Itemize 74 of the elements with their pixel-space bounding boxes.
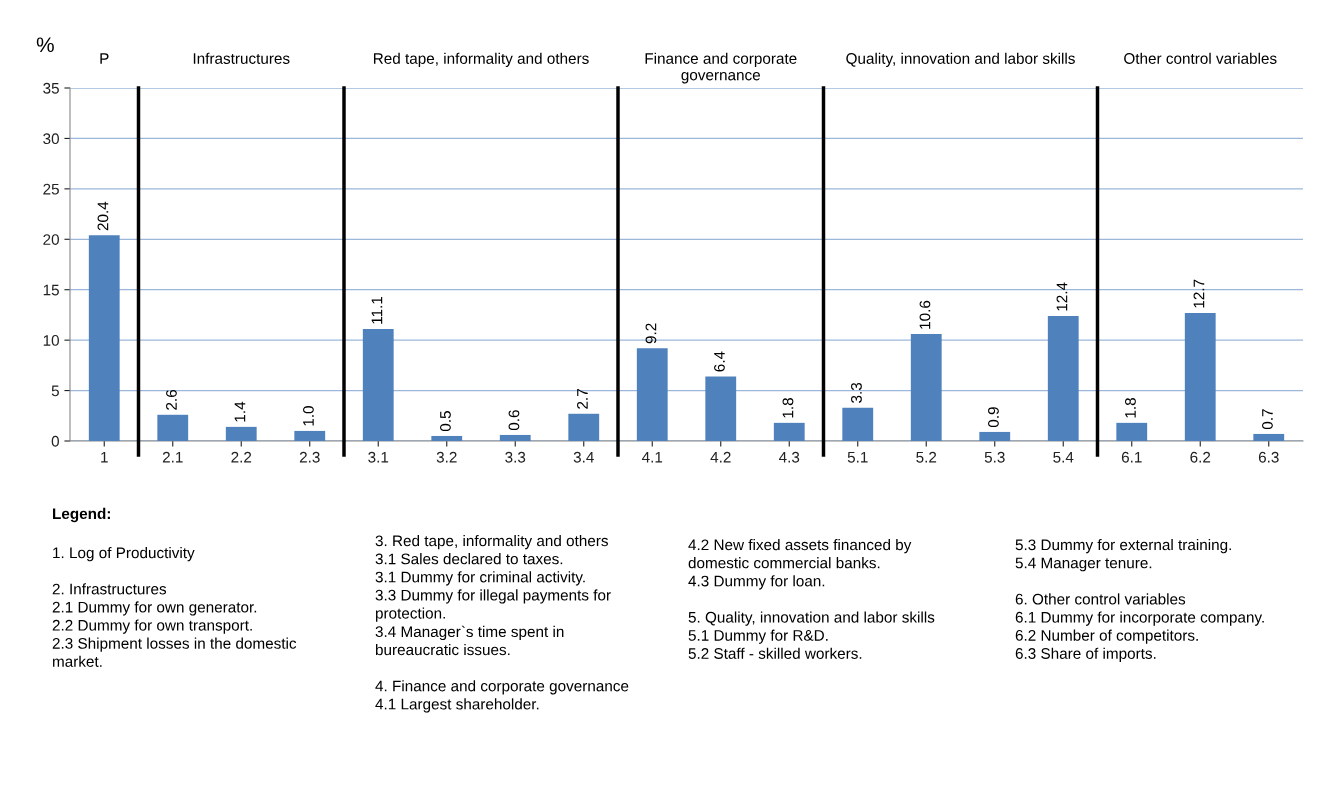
- x-tick-label: 4.1: [641, 451, 663, 463]
- bar: [979, 431, 1011, 441]
- data-label: 3.3: [851, 382, 862, 403]
- data-label: 12.7: [1193, 279, 1205, 308]
- x-tick-label: 4.2: [710, 451, 731, 463]
- bar: [568, 413, 600, 441]
- y-tick-label: 10: [43, 335, 59, 346]
- bar: [636, 348, 668, 441]
- bar: [431, 435, 463, 441]
- bar: [1047, 315, 1079, 441]
- text: 5.3 Dummy for external training. 5.4 Manager tenure. 6. Other control variables 6.1 Dummy for incorporate company. 6.2 Number of competitors. 6.3 Share of imports.: [1015, 539, 1264, 662]
- x-tick-label: 5.4: [1053, 451, 1074, 463]
- data-label: 9.2: [645, 323, 657, 344]
- bar: [1116, 422, 1148, 441]
- data-label: 1.8: [782, 398, 794, 418]
- data-label: 1.8: [1125, 398, 1136, 418]
- bar: [773, 422, 805, 441]
- x-tick-label: 5.1: [847, 451, 868, 463]
- y-tick-label: 15: [43, 284, 59, 296]
- bar: [362, 329, 394, 441]
- text: Finance and corporate governance: [645, 52, 797, 84]
- text: 3. Red tape, informality and others 3.1 Sales declared to taxes. 3.1 Dummy for criminal activity. 3.3 Dummy for illegal payments for protection. 3.4 Manager`s time spent in bureaucratic issues. 4. Finance and corporate governance 4.1 Largest shareholder.: [375, 535, 629, 713]
- x-tick-label: 6.1: [1121, 451, 1142, 463]
- text: Quality, innovation and labor skills: [846, 52, 1075, 67]
- data-label: 11.1: [371, 296, 383, 324]
- data-label: 2.7: [577, 389, 588, 409]
- data-label: 0.5: [440, 411, 451, 432]
- data-label: 2.6: [166, 389, 177, 410]
- x-tick-label: 3.3: [505, 451, 526, 463]
- y-tick-label: 30: [43, 133, 59, 145]
- bar: [705, 376, 737, 441]
- bar: [294, 430, 326, 441]
- x-tick-label: 3.4: [573, 451, 594, 463]
- bar: [1184, 312, 1216, 441]
- text: Other control variables: [1124, 52, 1277, 64]
- data-label: 0.9: [988, 407, 999, 428]
- x-tick-label: 3.2: [436, 451, 457, 463]
- data-label: 12.4: [1056, 282, 1068, 311]
- y-tick-label: 25: [43, 183, 59, 195]
- text: P: [100, 53, 109, 64]
- x-tick-label: 5.3: [984, 451, 1005, 463]
- data-label: 0.6: [508, 410, 520, 431]
- y-tick-label: 20: [43, 234, 59, 245]
- text: Infrastructures: [193, 52, 290, 64]
- x-tick-label: 6.2: [1190, 451, 1211, 463]
- x-tick-label: 5.2: [916, 451, 937, 463]
- x-tick-label: 2.3: [299, 451, 320, 463]
- text: 4.2 New fixed assets financed by domestic commercial banks. 4.3 Dummy for loan. 5. Quality, innovation and labor skills 5.1 Dummy for R&D. 5.2 Staff - skilled workers.: [688, 539, 935, 659]
- x-tick-label: 1: [101, 451, 108, 463]
- y-tick-label: 0: [51, 435, 59, 447]
- x-tick-label: 2.2: [231, 451, 252, 463]
- x-tick-label: 3.1: [368, 451, 389, 463]
- bar: [499, 434, 531, 441]
- bar: [157, 414, 189, 441]
- data-label: 6.4: [714, 351, 725, 372]
- bar: [910, 334, 942, 441]
- bar: [225, 426, 257, 441]
- text: Legend:: [53, 507, 110, 523]
- x-tick-label: 2.1: [162, 451, 183, 463]
- data-label: 0.7: [1262, 409, 1273, 430]
- x-tick-label: 4.3: [778, 451, 800, 463]
- data-label: 1.4: [234, 401, 246, 422]
- bar: [842, 407, 874, 441]
- x-tick-label: 6.3: [1258, 451, 1279, 463]
- y-axis-title: %: [36, 37, 54, 53]
- data-label: 10.6: [919, 300, 931, 329]
- data-label: 1.0: [303, 406, 314, 426]
- y-tick-label: 5: [51, 385, 59, 397]
- bar: [88, 235, 120, 441]
- bar: [1253, 433, 1285, 441]
- text: 1. Log of Productivity 2. Infrastructures 2.1 Dummy for own generator. 2.2 Dummy for own transport. 2.3 Shipment losses in the domestic market.: [52, 547, 297, 667]
- data-label: 20.4: [97, 201, 109, 231]
- y-tick-label: 35: [43, 82, 59, 94]
- text: Red tape, informality and others: [373, 52, 589, 67]
